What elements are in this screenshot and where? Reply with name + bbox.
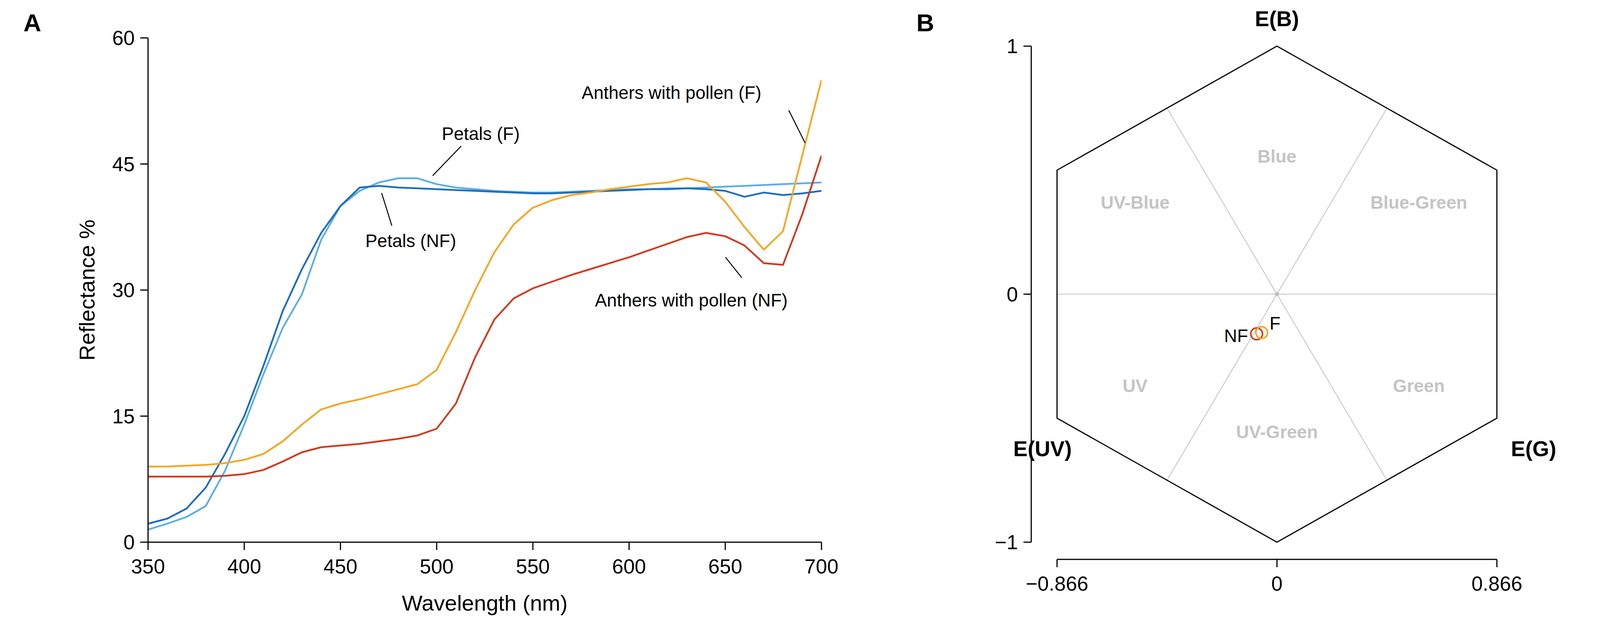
sector-label: UV-Blue bbox=[1100, 192, 1170, 213]
panel-a: A 0 15 30 45 60 350 400 450 500 550 600 650 700 Wavele… bbox=[23, 8, 839, 615]
vertex-label: E(UV) bbox=[1013, 436, 1072, 461]
series-label: Anthers with pollen (NF) bbox=[594, 289, 788, 311]
sector-label: UV bbox=[1122, 375, 1148, 396]
sector-line bbox=[1276, 294, 1388, 481]
x-tick-label: 400 bbox=[227, 554, 262, 578]
y-tick bbox=[140, 163, 149, 165]
x-tick bbox=[1056, 558, 1058, 567]
x-tick bbox=[821, 541, 823, 550]
points bbox=[1250, 326, 1268, 340]
x-axis bbox=[148, 541, 822, 543]
y-tick-label: 0 bbox=[123, 530, 135, 554]
leader-line bbox=[381, 192, 392, 226]
series-label: Petals (NF) bbox=[365, 230, 457, 251]
x-tick-label: 600 bbox=[612, 554, 647, 578]
x-tick bbox=[339, 541, 342, 550]
x-tick bbox=[435, 541, 438, 550]
x-tick-label: 700 bbox=[804, 554, 839, 578]
figure: A 0 15 30 45 60 350 400 450 500 550 600 650 700 Wavele… bbox=[0, 0, 1600, 627]
x-tick bbox=[628, 541, 630, 550]
point-label: NF bbox=[1224, 325, 1249, 346]
x-tick-label: 650 bbox=[708, 554, 743, 578]
point-labels: NF F bbox=[1224, 312, 1281, 346]
y-tick-label: −1 bbox=[994, 530, 1018, 554]
y-tick-label: 45 bbox=[112, 152, 135, 176]
x-tick bbox=[532, 541, 534, 550]
x-axis-label: Wavelength (nm) bbox=[401, 590, 568, 615]
y-tick bbox=[1023, 541, 1032, 543]
spectrum-line bbox=[148, 178, 822, 530]
sector-label: Blue-Green bbox=[1370, 192, 1468, 213]
y-tick bbox=[140, 541, 149, 543]
lines bbox=[148, 80, 822, 530]
sector-label: Green bbox=[1392, 375, 1445, 396]
x-tick bbox=[147, 541, 149, 550]
leader-line bbox=[725, 257, 742, 278]
y-tick bbox=[1023, 293, 1032, 295]
vertex-label: E(B) bbox=[1254, 6, 1299, 31]
y-tick-label: 30 bbox=[112, 278, 135, 302]
vertex-label: E(G) bbox=[1510, 436, 1557, 461]
x-tick bbox=[724, 541, 726, 550]
sector-label: UV-Green bbox=[1235, 421, 1318, 442]
sector-line bbox=[1166, 108, 1277, 295]
panel-title: B bbox=[916, 8, 935, 37]
y-tick bbox=[1023, 45, 1032, 47]
x-tick-label: −0.866 bbox=[1025, 571, 1089, 595]
x-tick-label: 350 bbox=[131, 554, 166, 578]
leader-line bbox=[432, 146, 462, 176]
spectrum-line bbox=[148, 80, 822, 467]
spectrum-line bbox=[148, 155, 822, 477]
hexagon bbox=[1057, 46, 1497, 542]
sector-line bbox=[1166, 294, 1277, 481]
x-tick bbox=[1276, 558, 1278, 567]
x-tick-label: 0 bbox=[1271, 571, 1283, 595]
y-tick-label: 1 bbox=[1006, 34, 1018, 58]
leader-line bbox=[788, 110, 806, 143]
y-tick-label: 60 bbox=[112, 26, 135, 50]
panel-title: A bbox=[23, 8, 42, 37]
y-axis-label: Reflectance % bbox=[74, 219, 100, 361]
series-label: Anthers with pollen (F) bbox=[581, 82, 762, 103]
x-tick-label: 450 bbox=[323, 554, 358, 578]
y-tick bbox=[140, 289, 149, 291]
sector-label: Blue bbox=[1257, 146, 1297, 167]
x-tick-label: 0.866 bbox=[1471, 571, 1523, 595]
sector-line bbox=[1276, 293, 1497, 295]
point bbox=[1255, 326, 1268, 339]
x-tick bbox=[243, 541, 245, 550]
panel-b: B Blue Blue-Green Green UV-Green UV UV-Blue E(B… bbox=[916, 6, 1557, 595]
y-tick bbox=[140, 415, 149, 417]
origin bbox=[1275, 292, 1279, 297]
y-tick-label: 0 bbox=[1006, 282, 1018, 306]
x-tick-label: 550 bbox=[516, 554, 550, 578]
x-tick-label: 500 bbox=[419, 554, 454, 578]
sector-line bbox=[1057, 293, 1277, 295]
x-tick bbox=[1496, 558, 1498, 567]
y-tick bbox=[140, 37, 149, 39]
point-label: F bbox=[1269, 312, 1281, 334]
series-label: Petals (F) bbox=[441, 123, 520, 144]
y-tick-label: 15 bbox=[112, 404, 135, 428]
